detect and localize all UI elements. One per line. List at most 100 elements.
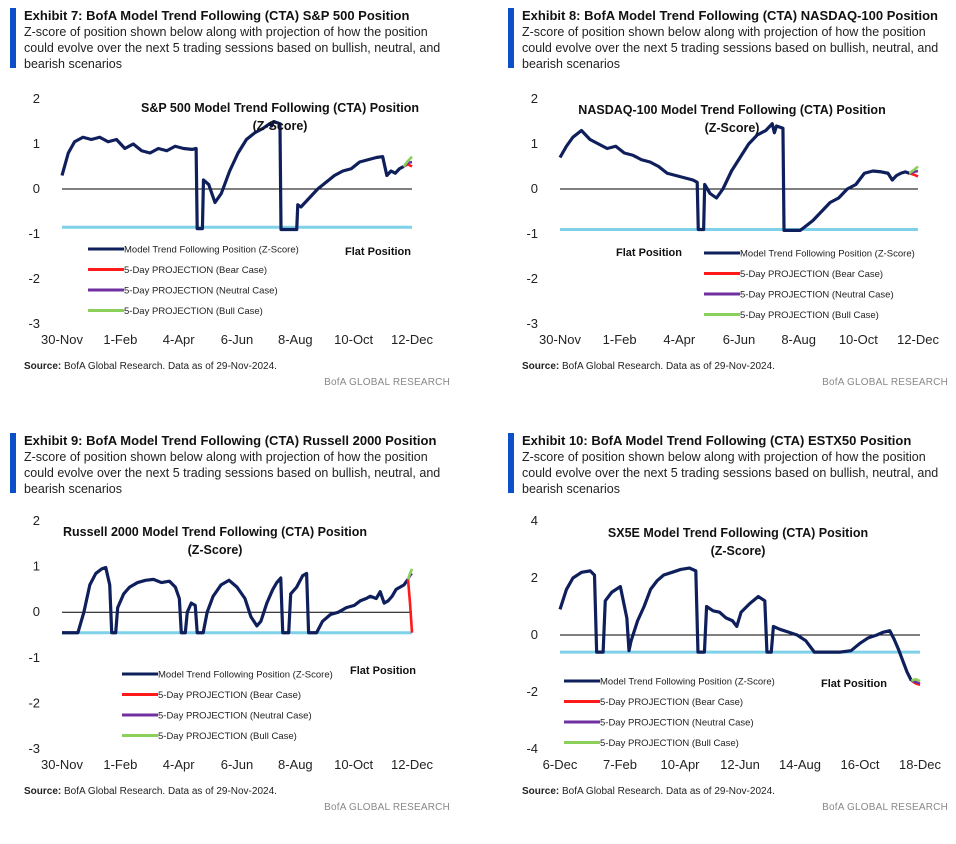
- legend-label: 5-Day PROJECTION (Bull Case): [158, 731, 297, 742]
- y-tick-label: 4: [531, 513, 538, 528]
- legend-label: Model Trend Following Position (Z-Score): [740, 249, 915, 260]
- source-text: BofA Global Research. Data as of 29-Nov-…: [562, 361, 775, 372]
- flat-position-label: Flat Position: [616, 247, 682, 259]
- y-tick-label: 2: [531, 570, 538, 585]
- sp500-cta-chart: 2 1 0 -1 -2 -330-Nov 1-Feb 4-Apr 6-Jun 8-Aug 10-Oc…: [28, 91, 433, 347]
- bull-case-line: [908, 165, 919, 175]
- x-tick-label: 12-Dec: [897, 332, 939, 347]
- brand-footer: BofA GLOBAL RESEARCH: [324, 802, 450, 813]
- y-tick-label: 0: [531, 627, 538, 642]
- y-tick-label: -4: [526, 741, 538, 756]
- x-tick-label: 4-Apr: [163, 757, 195, 772]
- y-tick-label: -1: [526, 226, 538, 241]
- x-tick-label: 8-Aug: [278, 332, 313, 347]
- x-tick-label: 30-Nov: [41, 332, 83, 347]
- x-tick-label: 14-Aug: [779, 757, 821, 772]
- y-tick-label: 2: [33, 91, 40, 106]
- bear-case-line: [406, 579, 414, 633]
- source-label: Source:: [24, 786, 62, 797]
- exhibit-accent-bar: [10, 433, 16, 493]
- legend-label: 5-Day PROJECTION (Neutral Case): [600, 718, 754, 729]
- x-tick-label: 4-Apr: [663, 332, 695, 347]
- bull-case-line: [910, 677, 921, 683]
- x-tick-label: 8-Aug: [781, 332, 816, 347]
- y-tick-label: -2: [28, 695, 40, 710]
- x-tick-label: 12-Dec: [391, 332, 433, 347]
- chart-title: (Z-Score): [253, 119, 308, 133]
- y-tick-label: 1: [33, 136, 40, 151]
- x-tick-label: 16-Oct: [840, 757, 879, 772]
- x-tick-label: 6-Jun: [221, 757, 254, 772]
- bull-case-line: [402, 155, 413, 168]
- source-label: Source:: [522, 786, 560, 797]
- source-text: BofA Global Research. Data as of 29-Nov-…: [64, 361, 277, 372]
- exhibit-accent-bar: [508, 8, 514, 68]
- chart-title: Russell 2000 Model Trend Following (CTA)…: [63, 525, 367, 539]
- x-tick-label: 4-Apr: [163, 332, 195, 347]
- x-tick-label: 10-Oct: [334, 757, 373, 772]
- chart-title: (Z-Score): [711, 544, 766, 558]
- x-tick-label: 12-Dec: [391, 757, 433, 772]
- y-tick-label: 0: [33, 604, 40, 619]
- y-tick-label: 0: [33, 181, 40, 196]
- y-tick-label: 1: [33, 559, 40, 574]
- source-text: BofA Global Research. Data as of 29-Nov-…: [64, 786, 277, 797]
- chart-title: NASDAQ-100 Model Trend Following (CTA) P…: [578, 103, 885, 117]
- exhibit-title: Exhibit 8: BofA Model Trend Following (C…: [522, 8, 938, 23]
- x-tick-label: 18-Dec: [899, 757, 941, 772]
- sx5e-cta-chart: 4 2 0 -2 -4 6-Dec 7-Feb 10-Apr 12-Jun 14-Aug 16-Oc…: [526, 513, 941, 772]
- position-line: [558, 566, 913, 682]
- exhibit-8-panel: Exhibit 8: BofA Model Trend Following (C…: [508, 4, 948, 404]
- legend-label: 5-Day PROJECTION (Bear Case): [600, 697, 743, 708]
- source-note: Source: BofA Global Research. Data as of…: [522, 786, 775, 797]
- nasdaq100-cta-chart: 2 1 0 -1 -2 -330-Nov 1-Feb 4-Apr 6-Jun 8-Aug 10-Oc…: [526, 91, 939, 347]
- brand-footer: BofA GLOBAL RESEARCH: [822, 802, 948, 813]
- source-label: Source:: [24, 361, 62, 372]
- x-tick-label: 10-Oct: [334, 332, 373, 347]
- legend-label: Model Trend Following Position (Z-Score): [124, 245, 299, 256]
- x-tick-label: 12-Jun: [720, 757, 760, 772]
- legend-label: Model Trend Following Position (Z-Score): [158, 670, 333, 681]
- legend-label: 5-Day PROJECTION (Neutral Case): [124, 286, 278, 297]
- y-tick-label: -2: [28, 271, 40, 286]
- exhibit-title: Exhibit 9: BofA Model Trend Following (C…: [24, 433, 437, 448]
- legend-label: 5-Day PROJECTION (Neutral Case): [740, 290, 894, 301]
- legend-label: 5-Day PROJECTION (Bear Case): [124, 265, 267, 276]
- bull-case-line: [406, 568, 414, 580]
- y-tick-label: -3: [526, 316, 538, 331]
- y-tick-label: -1: [28, 226, 40, 241]
- position-line: [60, 119, 405, 232]
- legend-label: Model Trend Following Position (Z-Score): [600, 677, 775, 688]
- legend-label: 5-Day PROJECTION (Bear Case): [740, 269, 883, 280]
- y-tick-label: 2: [531, 91, 538, 106]
- x-tick-label: 6-Dec: [543, 757, 578, 772]
- russell2000-cta-chart: 2 1 0 -1 -2 -330-Nov 1-Feb 4-Apr 6-Jun 8-Aug 10-Oc…: [28, 513, 433, 772]
- exhibit-header: Exhibit 9: BofA Model Trend Following (C…: [24, 433, 450, 497]
- position-line: [558, 122, 910, 232]
- y-tick-label: -1: [28, 650, 40, 665]
- flat-position-label: Flat Position: [345, 246, 411, 258]
- brand-footer: BofA GLOBAL RESEARCH: [324, 377, 450, 388]
- exhibit-subtitle: Z-score of position shown below along wi…: [24, 25, 441, 71]
- x-tick-label: 8-Aug: [278, 757, 313, 772]
- chart-title: (Z-Score): [188, 543, 243, 557]
- y-tick-label: -3: [28, 741, 40, 756]
- chart-title: SX5E Model Trend Following (CTA) Positio…: [608, 526, 868, 540]
- exhibit-header: Exhibit 7: BofA Model Trend Following (C…: [24, 8, 450, 72]
- exhibit-10-panel: Exhibit 10: BofA Model Trend Following (…: [508, 429, 948, 829]
- x-tick-label: 6-Jun: [221, 332, 254, 347]
- legend-label: 5-Day PROJECTION (Neutral Case): [158, 711, 312, 722]
- y-tick-label: -3: [28, 316, 40, 331]
- source-label: Source:: [522, 361, 560, 372]
- x-tick-label: 10-Oct: [839, 332, 878, 347]
- x-tick-label: 30-Nov: [539, 332, 581, 347]
- x-tick-label: 30-Nov: [41, 757, 83, 772]
- x-tick-label: 6-Jun: [723, 332, 756, 347]
- position-line: [62, 565, 410, 635]
- exhibit-title: Exhibit 7: BofA Model Trend Following (C…: [24, 8, 410, 23]
- flat-position-label: Flat Position: [821, 678, 887, 690]
- x-tick-label: 1-Feb: [603, 332, 637, 347]
- exhibit-9-panel: Exhibit 9: BofA Model Trend Following (C…: [10, 429, 450, 829]
- x-tick-label: 7-Feb: [603, 757, 637, 772]
- x-tick-label: 1-Feb: [103, 332, 137, 347]
